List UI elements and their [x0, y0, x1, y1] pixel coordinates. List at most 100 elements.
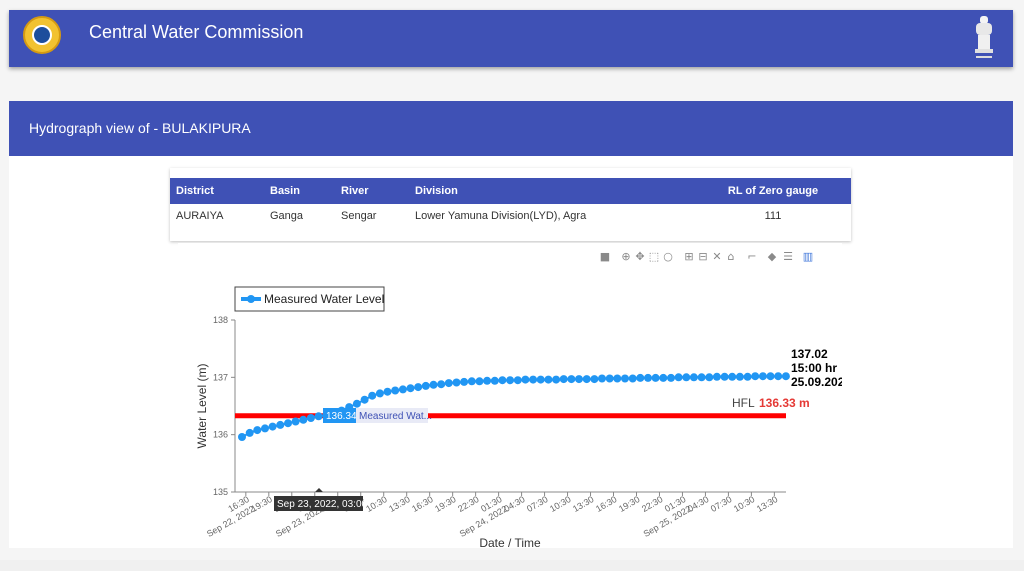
data-point[interactable]: [391, 386, 400, 395]
data-point[interactable]: [383, 387, 392, 396]
hover-compare-icon[interactable]: ☰: [783, 250, 793, 263]
data-point[interactable]: [368, 391, 377, 400]
plotly-logo-icon[interactable]: ▥: [802, 250, 814, 263]
zoom-in-icon[interactable]: ⊞: [684, 250, 694, 263]
data-point[interactable]: [299, 415, 308, 424]
data-point[interactable]: [605, 374, 614, 383]
x-tick-label: 19:30: [617, 494, 642, 514]
data-point[interactable]: [352, 399, 361, 408]
data-point[interactable]: [689, 373, 698, 382]
autoscale-icon[interactable]: ✕: [712, 250, 722, 263]
data-point[interactable]: [238, 433, 246, 441]
x-axis-title: Date / Time: [479, 536, 541, 548]
legend[interactable]: Measured Water Level: [234, 286, 385, 312]
data-point[interactable]: [513, 376, 522, 385]
data-point[interactable]: [674, 373, 683, 382]
y-tick-label: 137: [213, 372, 228, 382]
data-point[interactable]: [766, 372, 775, 381]
data-point[interactable]: [360, 395, 369, 404]
data-point[interactable]: [758, 372, 767, 381]
data-point[interactable]: [498, 376, 507, 385]
data-point[interactable]: [651, 373, 660, 382]
data-point[interactable]: [483, 376, 492, 385]
data-point[interactable]: [429, 380, 438, 389]
data-point[interactable]: [590, 375, 599, 384]
data-point[interactable]: [375, 389, 384, 398]
data-point[interactable]: [735, 372, 744, 381]
data-point[interactable]: [636, 373, 645, 382]
y-tick-label: 135: [213, 487, 228, 497]
data-point[interactable]: [529, 375, 538, 384]
data-point[interactable]: [490, 376, 499, 385]
data-point[interactable]: [544, 375, 553, 384]
data-point[interactable]: [521, 375, 530, 384]
data-point[interactable]: [284, 419, 292, 428]
data-point[interactable]: [774, 372, 783, 381]
data-point[interactable]: [728, 372, 737, 381]
data-point[interactable]: [613, 374, 622, 383]
data-point[interactable]: [245, 428, 254, 437]
data-point[interactable]: [276, 420, 285, 429]
data-point[interactable]: [751, 372, 760, 381]
camera-icon[interactable]: ■: [599, 250, 611, 263]
data-point[interactable]: [598, 374, 606, 383]
data-point[interactable]: [253, 426, 262, 435]
x-tick-label: 01:30Sep 25, 2022: [636, 494, 693, 539]
data-point[interactable]: [437, 380, 446, 389]
data-point[interactable]: [659, 373, 668, 382]
data-point[interactable]: [467, 377, 476, 386]
data-point[interactable]: [268, 422, 277, 431]
station-info-card: District Basin River Division RL of Zero…: [170, 168, 851, 241]
table-cell: Lower Yamuna Division(LYD), Agra: [415, 210, 587, 222]
x-tick-label: 19:30: [433, 494, 458, 514]
data-point[interactable]: [621, 374, 629, 383]
data-point[interactable]: [291, 417, 300, 426]
lasso-select-icon[interactable]: ○: [663, 250, 673, 263]
data-point[interactable]: [261, 424, 269, 433]
table-row: AURAIYA Ganga Sengar Lower Yamuna Divisi…: [170, 204, 851, 228]
reset-axes-icon[interactable]: ⌂: [727, 250, 735, 263]
data-point[interactable]: [444, 379, 453, 388]
hfl-label: HFL: [732, 396, 755, 410]
data-point[interactable]: [644, 373, 652, 382]
station-info-table: District Basin River Division RL of Zero…: [170, 178, 851, 228]
box-select-icon[interactable]: ⬚: [648, 250, 660, 263]
data-point[interactable]: [705, 373, 714, 382]
data-point[interactable]: [781, 372, 790, 381]
data-point[interactable]: [720, 372, 729, 381]
spike-lines-icon[interactable]: ⌐: [747, 250, 757, 263]
data-point[interactable]: [567, 375, 576, 384]
data-point[interactable]: [506, 376, 515, 385]
data-point[interactable]: [552, 375, 561, 384]
data-point[interactable]: [582, 375, 591, 384]
data-point[interactable]: [421, 381, 430, 390]
hover-x-pointer: [315, 488, 323, 492]
data-point[interactable]: [314, 412, 323, 421]
data-point[interactable]: [460, 377, 469, 386]
data-point[interactable]: [452, 378, 461, 387]
pan-icon[interactable]: ✥: [635, 250, 645, 263]
data-point[interactable]: [475, 377, 484, 386]
data-point[interactable]: [559, 375, 568, 384]
data-point[interactable]: [667, 373, 675, 382]
zoom-out-icon[interactable]: ⊟: [698, 250, 708, 263]
table-cell: Ganga: [270, 210, 304, 222]
data-point[interactable]: [743, 372, 752, 381]
legend-box: [234, 286, 385, 312]
data-point[interactable]: [398, 385, 407, 394]
data-point[interactable]: [536, 375, 545, 384]
data-point[interactable]: [306, 414, 315, 422]
data-point[interactable]: [414, 383, 423, 392]
hover-closest-icon[interactable]: ◆: [767, 250, 777, 263]
data-point[interactable]: [575, 375, 583, 384]
data-point[interactable]: [682, 373, 691, 382]
data-point[interactable]: [697, 373, 706, 382]
data-point[interactable]: [406, 384, 415, 393]
cwc-logo-icon[interactable]: [23, 16, 61, 54]
app-bar: Central Water Commission: [9, 10, 1013, 67]
zoom-icon[interactable]: ⊕: [621, 250, 631, 263]
data-point[interactable]: [628, 374, 637, 383]
data-point[interactable]: [712, 372, 721, 381]
hover-value-box: [323, 408, 356, 423]
